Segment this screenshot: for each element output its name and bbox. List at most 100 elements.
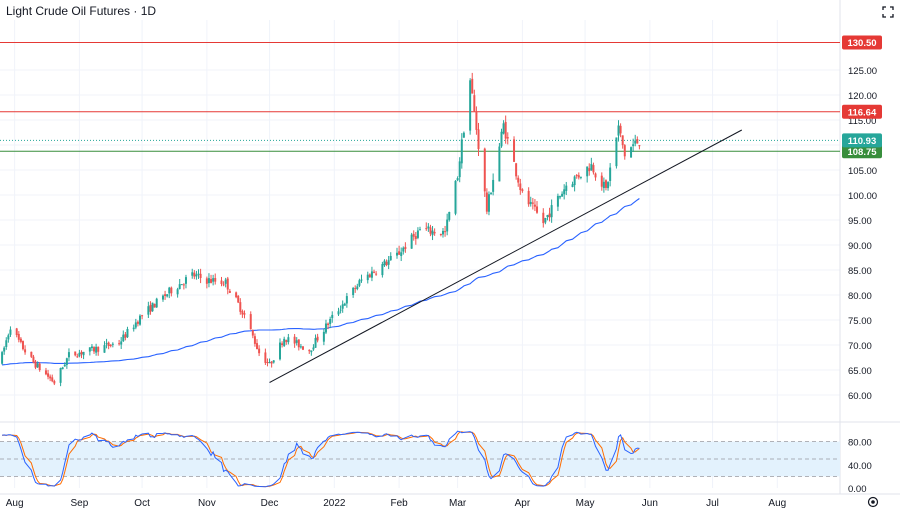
price-tick-label: 105.00 xyxy=(848,166,877,177)
candle-body xyxy=(256,343,259,350)
candle-body xyxy=(529,201,532,205)
candle-body xyxy=(475,111,478,130)
candle-body xyxy=(398,251,401,255)
candle-body xyxy=(141,315,144,317)
candle-body xyxy=(381,264,384,276)
candle-body xyxy=(519,183,522,191)
time-tick-label: Jun xyxy=(642,498,658,509)
candle-body xyxy=(324,323,327,333)
candle-body xyxy=(105,343,108,345)
candle-body xyxy=(515,163,518,177)
candle-body xyxy=(500,131,503,147)
candle-body xyxy=(151,302,154,312)
candle-body xyxy=(630,147,633,158)
trendline xyxy=(269,129,743,383)
time-tick-label: Oct xyxy=(134,498,150,509)
candle-body xyxy=(205,278,208,284)
candle-body xyxy=(410,234,413,249)
candle-body xyxy=(268,362,271,364)
candle-body xyxy=(586,166,589,177)
candle-body xyxy=(588,168,591,172)
candle-body xyxy=(513,139,516,162)
gear-ring xyxy=(867,496,879,508)
candle-body xyxy=(358,280,361,286)
candle-body xyxy=(339,309,342,311)
candle-body xyxy=(161,295,164,300)
gear-center xyxy=(871,500,875,504)
candle-body xyxy=(80,351,83,355)
candle-body xyxy=(517,177,520,183)
candle-body xyxy=(623,145,626,157)
candle-body xyxy=(266,362,269,364)
candle-body xyxy=(448,211,451,220)
price-tick-label: 85.00 xyxy=(848,266,872,277)
oscillator-tick-label: 80.00 xyxy=(848,438,872,449)
candle-body xyxy=(226,278,229,290)
candle-body xyxy=(396,252,399,256)
candle-body xyxy=(136,321,139,324)
candle-body xyxy=(592,165,595,173)
candle-body xyxy=(609,167,612,181)
candle-body xyxy=(220,280,223,284)
candles-layer xyxy=(1,72,641,387)
candle-body xyxy=(222,284,225,286)
candle-body xyxy=(460,139,463,164)
candle-body xyxy=(621,135,624,146)
candle-body xyxy=(228,290,231,293)
candle-body xyxy=(490,193,493,195)
candle-body xyxy=(197,273,200,275)
candle-body xyxy=(111,343,114,345)
candle-body xyxy=(103,345,106,353)
candle-body xyxy=(498,146,501,182)
candle-body xyxy=(124,334,127,338)
candle-body xyxy=(527,190,530,205)
candle-body xyxy=(126,329,129,338)
candle-body xyxy=(607,182,610,189)
level-price-label: 130.50 xyxy=(847,38,876,49)
candle-body xyxy=(559,196,561,198)
candle-body xyxy=(400,252,403,256)
candle-body xyxy=(74,351,77,356)
candle-body xyxy=(456,178,459,181)
candle-body xyxy=(373,271,376,273)
candle-body xyxy=(483,148,486,192)
candle-body xyxy=(243,313,246,315)
candle-body xyxy=(579,176,582,178)
candle-body xyxy=(299,346,302,348)
candle-body xyxy=(107,342,110,346)
time-tick-label: Dec xyxy=(261,498,279,509)
candle-body xyxy=(51,377,54,382)
time-tick-label: May xyxy=(576,498,595,509)
candle-body xyxy=(109,345,112,347)
candle-body xyxy=(329,319,332,325)
candle-body xyxy=(600,175,603,187)
candle-body xyxy=(427,226,430,229)
candle-body xyxy=(504,121,507,139)
candle-body xyxy=(416,230,419,238)
candle-body xyxy=(176,289,179,295)
candle-body xyxy=(59,368,62,383)
candle-body xyxy=(462,132,465,138)
candle-body xyxy=(93,347,96,352)
candle-body xyxy=(132,327,135,330)
candle-body xyxy=(556,195,559,207)
candle-body xyxy=(212,278,215,282)
candle-body xyxy=(492,179,495,192)
candle-body xyxy=(30,351,33,357)
candle-body xyxy=(458,161,461,178)
candle-body xyxy=(170,287,173,294)
moving-average-layer xyxy=(2,198,640,366)
candle-body xyxy=(47,373,50,377)
candle-body xyxy=(293,336,296,344)
candle-body xyxy=(21,341,24,350)
price-tick-label: 115.00 xyxy=(848,116,876,127)
settings-gear-icon[interactable] xyxy=(867,496,879,508)
expand-icon[interactable] xyxy=(882,6,894,18)
candle-body xyxy=(354,288,357,290)
candle-body xyxy=(191,272,194,276)
candle-body xyxy=(270,361,273,364)
horizontal-levels-layer xyxy=(0,42,840,152)
candle-body xyxy=(322,331,325,342)
